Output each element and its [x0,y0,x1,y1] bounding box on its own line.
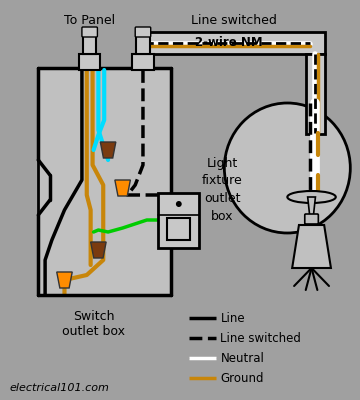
Bar [83,32,96,54]
Text: Line: Line [220,312,245,324]
Text: Line switched: Line switched [191,14,277,26]
Polygon shape [91,242,106,258]
Bar [167,218,190,240]
FancyBboxPatch shape [305,214,318,224]
Polygon shape [115,180,130,196]
Text: electrical101.com: electrical101.com [10,383,109,393]
Text: Neutral: Neutral [220,352,264,364]
Polygon shape [308,197,315,215]
Bar [136,32,150,54]
Polygon shape [292,225,331,268]
Bar [306,54,325,134]
Bar [158,193,199,248]
Text: 2-wire NM: 2-wire NM [195,36,263,48]
Circle shape [176,201,182,207]
FancyBboxPatch shape [135,27,151,37]
Polygon shape [57,272,72,288]
Bar [79,54,100,70]
Text: Switch
outlet box: Switch outlet box [62,310,125,338]
Polygon shape [100,142,116,158]
Ellipse shape [287,191,336,203]
Circle shape [224,103,350,233]
Bar [143,32,325,54]
Bar [38,68,171,295]
FancyBboxPatch shape [82,27,98,37]
Text: Line switched: Line switched [220,332,301,344]
Text: Ground: Ground [220,372,264,384]
Bar [132,54,154,70]
Text: Light
fixture
outlet
box: Light fixture outlet box [202,156,243,224]
Text: To Panel: To Panel [64,14,115,26]
